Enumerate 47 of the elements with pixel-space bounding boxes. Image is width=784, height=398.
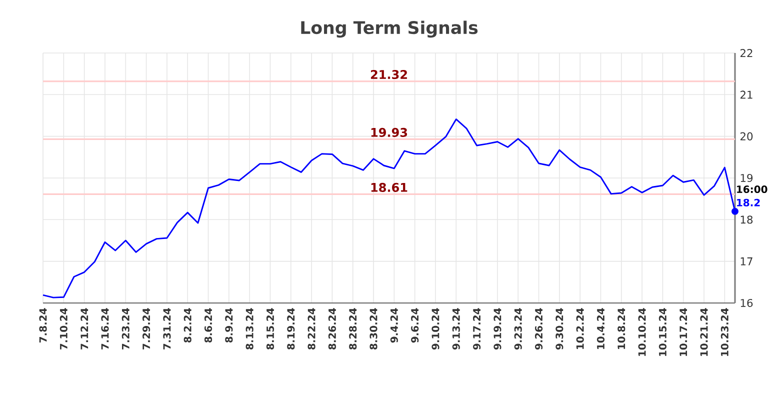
x-tick-label: 9.17.24: [473, 308, 481, 350]
x-tick-label: 7.31.24: [163, 308, 171, 350]
x-tick-label: 9.10.24: [432, 308, 440, 350]
y-tick-label: 17: [740, 257, 752, 266]
text: 16:00: [737, 185, 768, 194]
x-tick-label: 9.6.24: [411, 308, 419, 343]
x-tick-label: 9.13.24: [452, 308, 460, 350]
x-tick-label: 7.8.24: [39, 308, 47, 342]
x-tick-label: 9.19.24: [494, 308, 502, 350]
x-tick-label: 8.2.24: [184, 308, 192, 343]
x-tick-label: 9.30.24: [556, 308, 564, 350]
x-tick-label: 7.12.24: [80, 308, 88, 350]
x-tick-label: 10.15.24: [658, 308, 666, 356]
text: 18.2: [737, 198, 760, 206]
x-tick-label: 10.17.24: [680, 308, 688, 356]
x-tick-label: 7.29.24: [142, 308, 150, 350]
y-tick-label: 16: [740, 298, 753, 308]
x-tick-label: 9.23.24: [514, 308, 522, 350]
x-tick-label: 7.10.24: [60, 308, 68, 350]
y-tick-label: 20: [740, 132, 753, 140]
ref-line-label: 21.32: [370, 70, 407, 80]
x-tick-label: 7.16.24: [101, 308, 109, 350]
ref-line-label: 19.93: [371, 128, 408, 137]
x-tick-label: 8.26.24: [328, 308, 336, 350]
x-tick-label: 9.4.24: [390, 308, 398, 343]
x-tick-label: 10.4.24: [596, 308, 605, 349]
x-tick-label: 8.19.24: [287, 308, 295, 350]
x-tick-label: 9.26.24: [534, 308, 543, 350]
y-tick-label: 21: [740, 90, 752, 99]
x-tick-label: 10.8.24: [618, 308, 626, 349]
y-tick-label: 18: [740, 216, 753, 224]
x-tick-label: 10.10.24: [638, 308, 646, 356]
x-tick-label: 8.22.24: [308, 308, 316, 350]
chart-title: Long Term Signals: [301, 20, 478, 38]
x-tick-label: 8.6.24: [204, 308, 212, 343]
x-tick-label: 10.2.24: [576, 308, 584, 349]
x-tick-label: 10.21.24: [700, 308, 708, 356]
x-tick-label: 8.28.24: [349, 308, 357, 350]
y-tick-label: 19: [740, 174, 753, 182]
x-tick-label: 8.15.24: [266, 308, 274, 350]
x-tick-label: 8.30.24: [370, 308, 378, 350]
x-tick-label: 7.23.24: [122, 308, 130, 350]
y-tick-label: 22: [740, 49, 752, 57]
ref-line-label: 18.61: [371, 182, 408, 192]
x-tick-label: 8.9.24: [225, 308, 233, 343]
x-tick-label: 8.13.24: [246, 308, 254, 350]
x-tick-label: 10.23.24: [720, 308, 728, 356]
